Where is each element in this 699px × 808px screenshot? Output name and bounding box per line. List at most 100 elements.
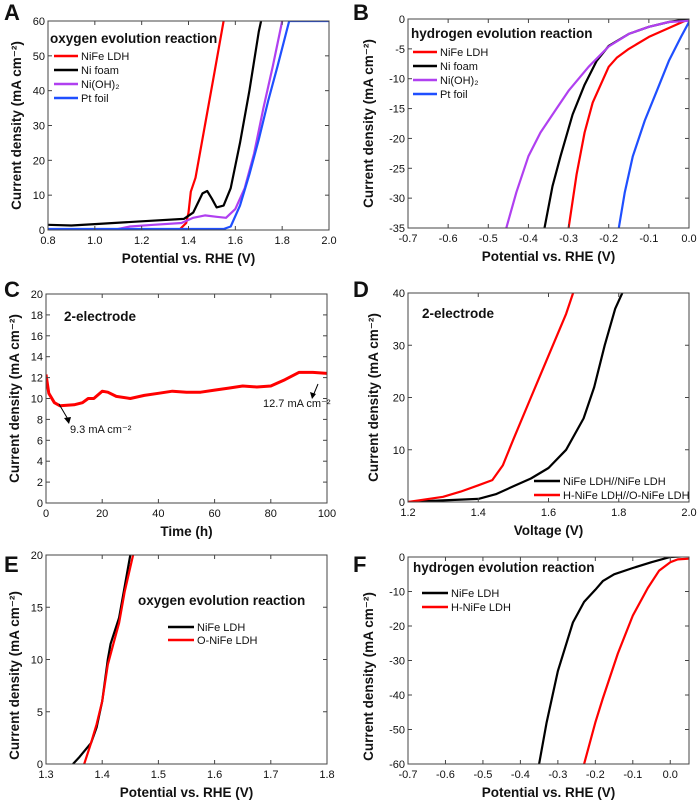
legend-label: Pt foil	[81, 93, 109, 105]
y-tick-label: 16	[31, 331, 43, 343]
x-tick-label: 1.4	[95, 769, 110, 781]
y-tick-label: 8	[37, 414, 43, 426]
x-tick-label: 0	[43, 508, 49, 520]
x-axis-label: Voltage (V)	[514, 523, 584, 538]
series-line-pt-foil	[48, 21, 329, 230]
y-tick-label: 20	[33, 155, 45, 167]
x-tick-label: -0.7	[399, 769, 418, 781]
x-axis-label: Potential vs. RHE (V)	[482, 249, 616, 264]
x-tick-label: -0.3	[559, 233, 578, 245]
panel-letter: C	[4, 277, 20, 302]
y-tick-label: 14	[31, 352, 43, 364]
x-tick-label: 20	[96, 508, 108, 520]
series-line-ni-oh-	[113, 21, 284, 230]
y-tick-label: 10	[31, 655, 43, 667]
legend-label: O-NiFe LDH	[197, 635, 258, 647]
y-tick-label: 40	[393, 288, 405, 300]
y-tick-label: 60	[33, 16, 45, 28]
y-axis-label: Current density (mA cm⁻²)	[7, 314, 22, 483]
legend-label: H-NiFe LDH//O-NiFe LDH	[563, 490, 690, 502]
x-tick-label: 1.8	[319, 769, 334, 781]
y-tick-label: -10	[389, 74, 405, 86]
x-tick-label: 1.6	[541, 507, 556, 519]
y-tick-label: 0	[37, 759, 43, 771]
y-axis-label: Current density (mA cm⁻²)	[361, 592, 376, 761]
x-tick-label: -0.6	[439, 233, 458, 245]
y-tick-label: 0	[37, 498, 43, 510]
x-tick-label: 100	[318, 508, 336, 520]
x-tick-label: 1.4	[181, 235, 196, 247]
x-tick-label: 1.8	[611, 507, 626, 519]
x-tick-label: -0.4	[511, 769, 530, 781]
x-tick-label: -0.2	[599, 233, 618, 245]
x-tick-label: 1.0	[87, 235, 102, 247]
series-line-o-nife-ldh	[83, 555, 135, 764]
x-tick-label: 1.8	[275, 235, 290, 247]
x-tick-label: -0.4	[519, 233, 538, 245]
y-tick-label: -10	[389, 587, 405, 599]
y-tick-label: 10	[31, 394, 43, 406]
x-tick-label: -0.6	[436, 769, 455, 781]
y-tick-label: 0	[399, 552, 405, 564]
series-line-ni-foam	[543, 19, 689, 228]
y-tick-label: 20	[31, 289, 43, 301]
annotation-label: 12.7 mA cm⁻²	[263, 398, 331, 410]
x-tick-label: -0.2	[586, 769, 605, 781]
panel-letter: A	[4, 0, 20, 25]
series-line-nife-ldh	[178, 21, 225, 230]
y-tick-label: 30	[33, 121, 45, 133]
panel-title: oxygen evolution reaction	[50, 31, 217, 46]
x-tick-label: -0.3	[548, 769, 567, 781]
plot-frame	[407, 292, 690, 503]
x-tick-label: 80	[265, 508, 277, 520]
y-tick-label: -30	[389, 193, 405, 205]
series-line-nife-ldh	[72, 555, 132, 764]
plot-frame	[45, 554, 328, 765]
y-tick-label: 0	[39, 225, 45, 237]
panel-f: -0.7 -0.6 -0.5 -0.4 -0.3 -0.2 -0.1 0.0 -60 -50 -40…	[353, 552, 690, 800]
x-tick-label: 1.2	[134, 235, 149, 247]
panel-e: 1.3 1.4 1.5 1.6 1.7 1.8 0 5 10 15 20 Potential vs. …	[4, 550, 335, 800]
legend-label: Ni(OH)₂	[81, 79, 119, 91]
series-line-current	[46, 370, 327, 408]
panel-c: 0 20 40 60 80 100 0 2 4 6 8 10 12 14 16 18 20 Time (h) Cur…	[4, 277, 336, 539]
series-line-nife-ldh	[538, 557, 689, 764]
y-tick-label: -5	[395, 44, 405, 56]
y-axis-label: Current density (mA cm⁻²)	[9, 41, 24, 210]
y-tick-label: 12	[31, 373, 43, 385]
legend-label: H-NiFe LDH	[451, 602, 511, 614]
x-tick-label: 60	[208, 508, 220, 520]
legend-label: NiFe LDH	[197, 622, 245, 634]
x-tick-label: -0.1	[639, 233, 658, 245]
y-tick-label: 20	[393, 393, 405, 405]
series-line-nife-ldh-nife-ldh	[408, 293, 624, 502]
x-axis-label: Potential vs. RHE (V)	[122, 251, 256, 266]
panel-title: hydrogen evolution reaction	[411, 26, 593, 41]
legend-label: Pt foil	[440, 89, 468, 101]
y-tick-label: -50	[389, 725, 405, 737]
y-tick-label: 20	[31, 550, 43, 562]
x-axis-label: Time (h)	[160, 524, 212, 539]
panel-letter: D	[353, 277, 369, 302]
series-line-ni-oh-	[505, 19, 689, 228]
series-line-nife-ldh	[567, 19, 689, 228]
annotation-label: 9.3 mA cm⁻²	[70, 424, 132, 436]
x-tick-label: 1.6	[207, 769, 222, 781]
y-tick-label: 10	[33, 190, 45, 202]
x-tick-label: 0.0	[681, 233, 696, 245]
legend-label: NiFe LDH	[440, 47, 488, 59]
y-tick-label: -15	[389, 104, 405, 116]
x-tick-label: 1.5	[151, 769, 166, 781]
panel-title: oxygen evolution reaction	[138, 593, 305, 608]
y-tick-label: -30	[389, 656, 405, 668]
x-tick-label: 40	[152, 508, 164, 520]
series-line-h-nife-ldh	[583, 557, 689, 764]
y-tick-label: -25	[389, 163, 405, 175]
y-tick-label: 5	[37, 707, 43, 719]
y-tick-label: -20	[389, 133, 405, 145]
y-tick-label: -60	[389, 759, 405, 771]
x-tick-label: -0.5	[473, 769, 492, 781]
x-tick-label: 0.0	[663, 769, 678, 781]
x-tick-label: -0.1	[623, 769, 642, 781]
